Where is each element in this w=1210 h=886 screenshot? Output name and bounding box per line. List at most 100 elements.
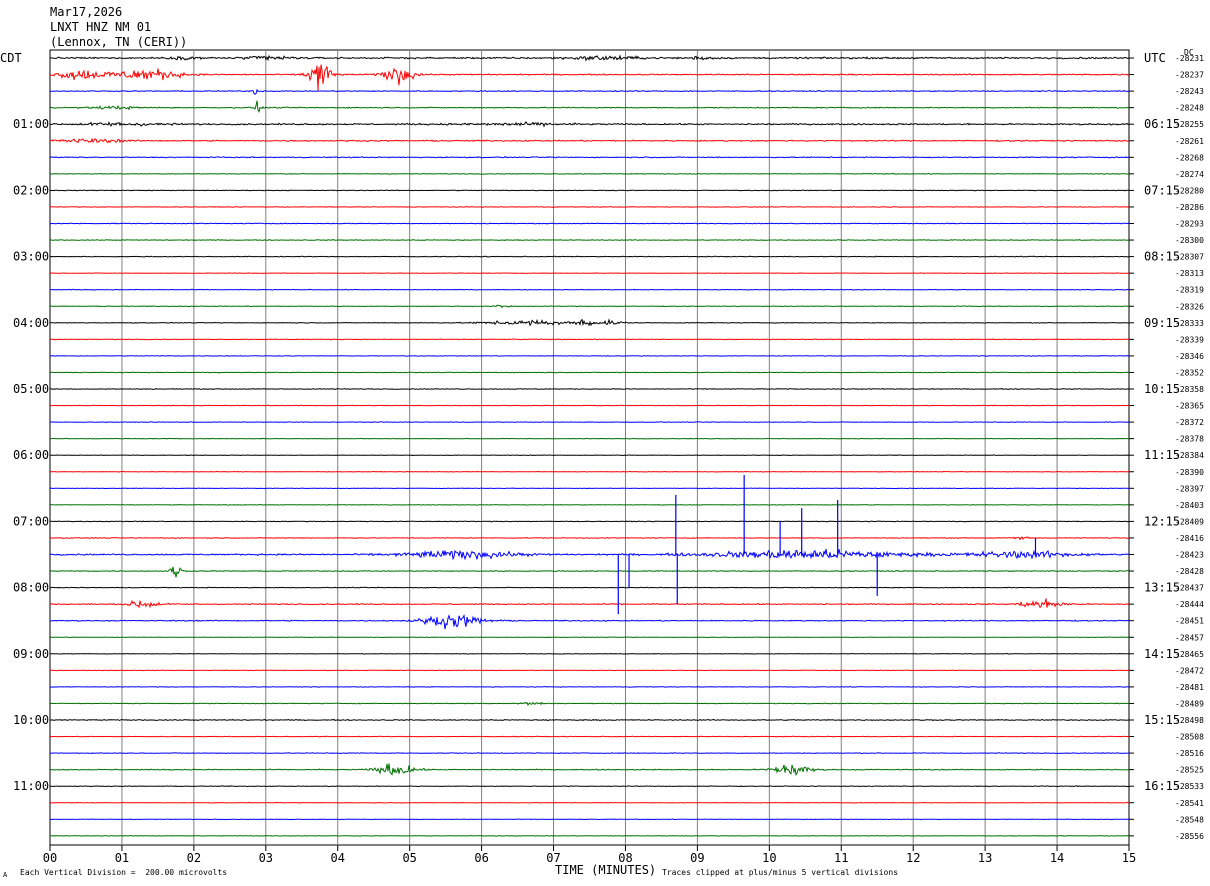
trace-line-16 bbox=[49, 318, 1130, 327]
trace-line-34 bbox=[49, 613, 1130, 630]
dc-offset-label: -28548 bbox=[1175, 815, 1204, 824]
dc-offset-label: -28326 bbox=[1175, 302, 1204, 311]
trace-line-8 bbox=[49, 189, 1129, 192]
station-label: LNXT HNZ NM 01 bbox=[50, 20, 152, 34]
dc-offset-label: -28489 bbox=[1175, 699, 1204, 708]
dc-offset-label: -28237 bbox=[1175, 71, 1204, 80]
trace-line-14 bbox=[49, 288, 1130, 291]
dc-offset-label: -28481 bbox=[1175, 683, 1204, 692]
cdt-time-label: 06:00 bbox=[13, 448, 49, 462]
utc-time-label: 15:15 bbox=[1144, 713, 1180, 727]
trace-line-41 bbox=[49, 735, 1129, 738]
dc-label: DC bbox=[1184, 48, 1194, 57]
x-tick-label: 11 bbox=[834, 851, 848, 865]
trace-line-17 bbox=[49, 338, 1130, 341]
dc-offset-label: -28533 bbox=[1175, 782, 1204, 791]
x-tick-label: 01 bbox=[115, 851, 129, 865]
dc-offset-label: -28346 bbox=[1175, 352, 1204, 361]
trace-line-12 bbox=[49, 255, 1130, 258]
trace-line-25 bbox=[49, 470, 1130, 473]
trace-line-45 bbox=[49, 801, 1130, 804]
utc-time-label: UTC bbox=[1144, 51, 1166, 65]
dc-offset-label: -28428 bbox=[1175, 567, 1204, 576]
trace-line-31 bbox=[49, 566, 1130, 578]
x-tick-label: 05 bbox=[402, 851, 416, 865]
trace-line-23 bbox=[50, 437, 1129, 440]
dc-offset-label: -28465 bbox=[1175, 650, 1204, 659]
utc-time-label: 16:15 bbox=[1144, 779, 1180, 793]
trace-line-46 bbox=[49, 818, 1129, 821]
cdt-time-label: 10:00 bbox=[13, 713, 49, 727]
dc-offset-label: -28352 bbox=[1175, 368, 1204, 377]
dc-offset-label: -28286 bbox=[1175, 203, 1204, 212]
dc-offset-label: -28416 bbox=[1175, 534, 1204, 543]
trace-line-29 bbox=[49, 536, 1130, 541]
dc-offset-label: -28268 bbox=[1175, 153, 1204, 162]
trace-line-7 bbox=[49, 172, 1130, 175]
trace-line-36 bbox=[49, 652, 1130, 655]
dc-offset-label: -28313 bbox=[1175, 269, 1204, 278]
trace-line-35 bbox=[49, 636, 1130, 639]
trace-line-26 bbox=[49, 487, 1130, 490]
trace-line-0 bbox=[49, 54, 1130, 62]
dc-offset-label: -28525 bbox=[1175, 766, 1204, 775]
dc-offset-label: -28365 bbox=[1175, 402, 1204, 411]
dc-offset-label: -28248 bbox=[1175, 104, 1204, 113]
utc-time-label: 11:15 bbox=[1144, 448, 1180, 462]
corner-mark: A bbox=[3, 871, 8, 879]
trace-line-9 bbox=[49, 206, 1130, 208]
dc-offset-label: -28339 bbox=[1175, 335, 1204, 344]
dc-offset-label: -28541 bbox=[1175, 799, 1204, 808]
trace-line-28 bbox=[49, 520, 1130, 523]
x-tick-label: 14 bbox=[1050, 851, 1064, 865]
plot-frame bbox=[49, 49, 1130, 846]
trace-line-32 bbox=[50, 586, 1130, 589]
dc-offset-label: -28333 bbox=[1175, 319, 1204, 328]
x-tick-label: 10 bbox=[762, 851, 776, 865]
trace-line-20 bbox=[49, 388, 1130, 390]
trace-line-13 bbox=[49, 272, 1130, 275]
utc-time-label: 07:15 bbox=[1144, 183, 1180, 197]
x-tick-label: 15 bbox=[1122, 851, 1136, 865]
trace-line-3 bbox=[49, 100, 1129, 113]
x-tick-label: 09 bbox=[690, 851, 704, 865]
trace-line-4 bbox=[49, 120, 1130, 128]
dc-offset-label: -28508 bbox=[1175, 733, 1204, 742]
cdt-time-label: 08:00 bbox=[13, 581, 49, 595]
trace-line-22 bbox=[49, 421, 1130, 424]
location-label: (Lennox, TN (CERI)) bbox=[50, 35, 188, 49]
trace-line-42 bbox=[49, 752, 1130, 755]
trace-line-2 bbox=[49, 88, 1130, 95]
cdt-time-label: 03:00 bbox=[13, 250, 49, 264]
trace-line-43 bbox=[49, 763, 1130, 777]
dc-offset-label: -28403 bbox=[1175, 501, 1204, 510]
dc-offset-label: -28255 bbox=[1175, 120, 1204, 129]
dc-offset-label: -28457 bbox=[1175, 633, 1204, 642]
trace-line-18 bbox=[49, 355, 1130, 357]
dc-offset-label: -28307 bbox=[1175, 253, 1204, 262]
dc-offset-label: -28384 bbox=[1175, 451, 1204, 460]
utc-time-label: 09:15 bbox=[1144, 316, 1180, 330]
trace-line-39 bbox=[49, 701, 1130, 707]
dc-offset-label: -28437 bbox=[1175, 584, 1204, 593]
trace-line-37 bbox=[49, 669, 1130, 672]
trace-line-47 bbox=[49, 834, 1129, 837]
scale-note: Each Vertical Division = 200.00 microvol… bbox=[20, 868, 228, 877]
dc-offset-label: -28300 bbox=[1175, 236, 1204, 245]
utc-time-label: 10:15 bbox=[1144, 382, 1180, 396]
cdt-time-label: 04:00 bbox=[13, 316, 49, 330]
trace-line-5 bbox=[49, 137, 1130, 144]
dc-offset-label: -28274 bbox=[1175, 170, 1204, 179]
x-tick-label: 12 bbox=[906, 851, 920, 865]
date-label: Mar17,2026 bbox=[50, 5, 123, 19]
trace-line-38 bbox=[49, 686, 1129, 688]
x-tick-label: 03 bbox=[259, 851, 273, 865]
cdt-time-label: 01:00 bbox=[13, 117, 49, 131]
dc-offset-label: -28372 bbox=[1175, 418, 1204, 427]
cdt-time-label: 05:00 bbox=[13, 382, 49, 396]
trace-line-21 bbox=[49, 404, 1130, 407]
cdt-time-label: 09:00 bbox=[13, 647, 49, 661]
dc-offset-label: -28261 bbox=[1175, 137, 1204, 146]
dc-offset-label: -28319 bbox=[1175, 286, 1204, 295]
